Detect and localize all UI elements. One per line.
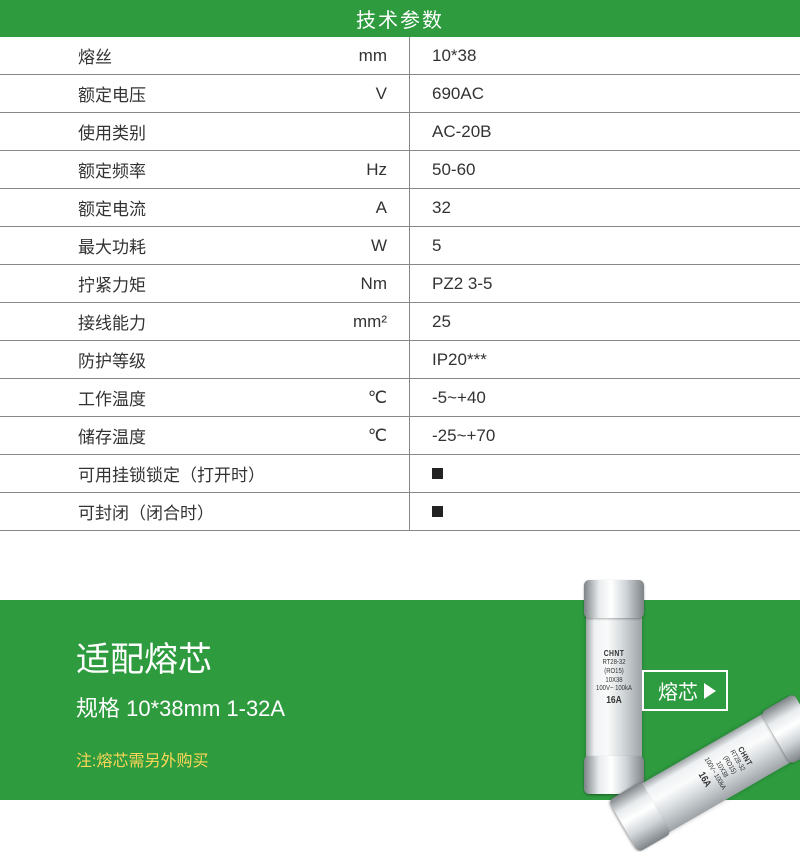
spec-unit (280, 113, 410, 150)
spec-label: 储存温度 (0, 423, 280, 448)
spec-label: 额定电压 (0, 81, 280, 106)
spec-value: 10*38 (410, 46, 800, 66)
fuse-label-text: CHNT RT28-32 (RO15) 10X38 100V~ 100kA 16… (590, 649, 638, 708)
spec-unit (280, 455, 410, 492)
table-row: 额定频率 Hz 50-60 (0, 151, 800, 189)
fuse-tag-label: 熔芯 (658, 676, 698, 705)
fuse-tag-button[interactable]: 熔芯 (642, 670, 728, 711)
footer-banner: 适配熔芯 规格 10*38mm 1-32A 注:熔芯需另外购买 熔芯 CHNT … (0, 600, 800, 800)
spec-label: 接线能力 (0, 309, 280, 334)
spec-label: 熔丝 (0, 43, 280, 68)
spec-value: 50-60 (410, 160, 800, 180)
spec-value: 5 (410, 236, 800, 256)
table-row: 接线能力 mm² 25 (0, 303, 800, 341)
table-row: 拧紧力矩 Nm PZ2 3-5 (0, 265, 800, 303)
spec-value: IP20*** (410, 350, 800, 370)
spec-label: 可封闭（闭合时） (0, 499, 280, 524)
spec-unit: Nm (280, 265, 410, 302)
spec-unit: Hz (280, 151, 410, 188)
spec-value: AC-20B (410, 122, 800, 142)
fuse-upright-icon: CHNT RT28-32 (RO15) 10X38 100V~ 100kA 16… (586, 582, 642, 792)
spec-value: PZ2 3-5 (410, 274, 800, 294)
table-row: 使用类别 AC-20B (0, 113, 800, 151)
spec-value: -25~+70 (410, 426, 800, 446)
spec-value: 32 (410, 198, 800, 218)
spec-unit: V (280, 75, 410, 112)
header-title: 技术参数 (356, 10, 444, 32)
table-row: 额定电压 V 690AC (0, 75, 800, 113)
spec-value: -5~+40 (410, 388, 800, 408)
table-row: 可用挂锁锁定（打开时） (0, 455, 800, 493)
table-row: 可封闭（闭合时） (0, 493, 800, 531)
table-row: 储存温度 ℃ -25~+70 (0, 417, 800, 455)
spec-unit: W (280, 227, 410, 264)
fuse-label-text: CHNT RT28-32 (RO15) 10X38 100V~ 100kA 16… (686, 733, 760, 803)
spec-label: 使用类别 (0, 119, 280, 144)
spec-value: 690AC (410, 84, 800, 104)
spec-value (410, 502, 800, 522)
specs-table: 熔丝 mm 10*38 额定电压 V 690AC 使用类别 AC-20B 额定频… (0, 37, 800, 531)
section-header: 技术参数 (0, 0, 800, 37)
table-row: 熔丝 mm 10*38 (0, 37, 800, 75)
spec-value: 25 (410, 312, 800, 332)
spec-unit (280, 341, 410, 378)
table-row: 工作温度 ℃ -5~+40 (0, 379, 800, 417)
spec-unit (280, 493, 410, 530)
spec-label: 拧紧力矩 (0, 271, 280, 296)
table-row: 额定电流 A 32 (0, 189, 800, 227)
table-row: 最大功耗 W 5 (0, 227, 800, 265)
spec-unit: ℃ (280, 379, 410, 416)
spec-label: 额定频率 (0, 157, 280, 182)
spec-value (410, 464, 800, 484)
play-triangle-icon (704, 683, 716, 699)
spec-unit: mm (280, 37, 410, 74)
spec-unit: mm² (280, 303, 410, 340)
spec-label: 防护等级 (0, 347, 280, 372)
check-square-icon (432, 468, 443, 479)
spec-unit: ℃ (280, 417, 410, 454)
spec-label: 工作温度 (0, 385, 280, 410)
spec-label: 最大功耗 (0, 233, 280, 258)
spec-label: 可用挂锁锁定（打开时） (0, 461, 280, 486)
spec-label: 额定电流 (0, 195, 280, 220)
check-square-icon (432, 506, 443, 517)
spec-unit: A (280, 189, 410, 226)
table-row: 防护等级 IP20*** (0, 341, 800, 379)
